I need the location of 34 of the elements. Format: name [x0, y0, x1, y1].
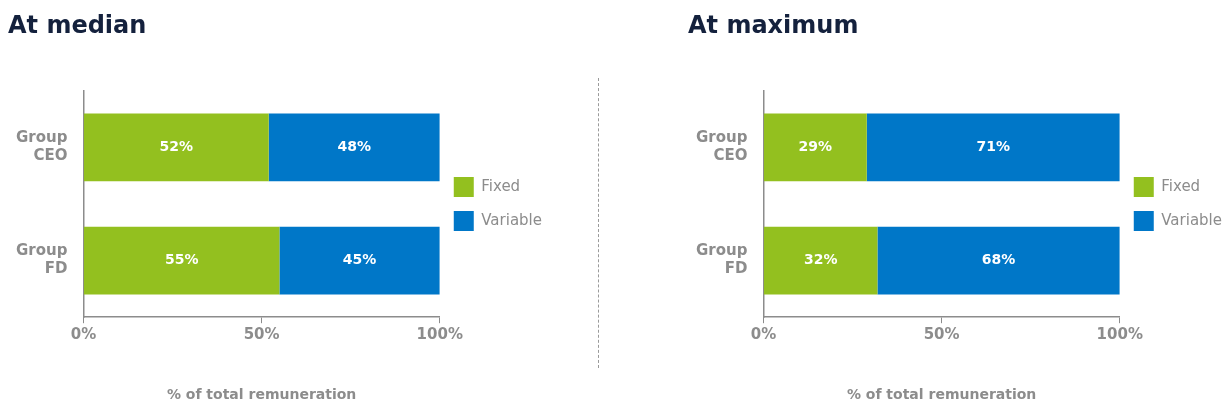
x-tick-label: 100% — [416, 325, 463, 344]
x-axis-title: % of total remuneration — [846, 386, 1037, 403]
x-axis-title: % of total remuneration — [166, 386, 357, 403]
x-tick-label: 50% — [923, 325, 960, 344]
bar — [83, 226, 280, 295]
bar — [866, 113, 1120, 182]
data-label: 48% — [337, 138, 371, 155]
chart-title: At median — [8, 10, 147, 39]
chart-title: At maximum — [688, 10, 859, 39]
bar — [763, 113, 867, 182]
bar — [268, 113, 440, 182]
data-label: 68% — [981, 251, 1016, 268]
y-tick-label: Group CEO — [695, 128, 748, 165]
x-tick-label: 0% — [70, 325, 97, 344]
data-label: 71% — [976, 138, 1011, 155]
legend-label: Variable — [481, 210, 542, 229]
data-label: 52% — [159, 138, 194, 155]
bar — [83, 113, 269, 182]
legend-label: Fixed — [1161, 176, 1201, 195]
legend-label: Fixed — [481, 176, 521, 195]
bar — [763, 226, 878, 295]
x-tick-label: 50% — [243, 325, 280, 344]
data-label: 45% — [342, 251, 377, 268]
bar — [279, 226, 440, 295]
y-tick-label: Group FD — [695, 241, 748, 278]
data-label: 29% — [798, 138, 833, 155]
bar — [877, 226, 1120, 295]
y-tick-label: Group FD — [15, 241, 68, 278]
y-tick-label: Group CEO — [15, 128, 68, 165]
data-label: 32% — [803, 251, 838, 268]
x-tick-label: 100% — [1096, 325, 1143, 344]
legend-label: Variable — [1161, 210, 1222, 229]
x-tick-label: 0% — [750, 325, 777, 344]
data-label: 55% — [164, 251, 199, 268]
